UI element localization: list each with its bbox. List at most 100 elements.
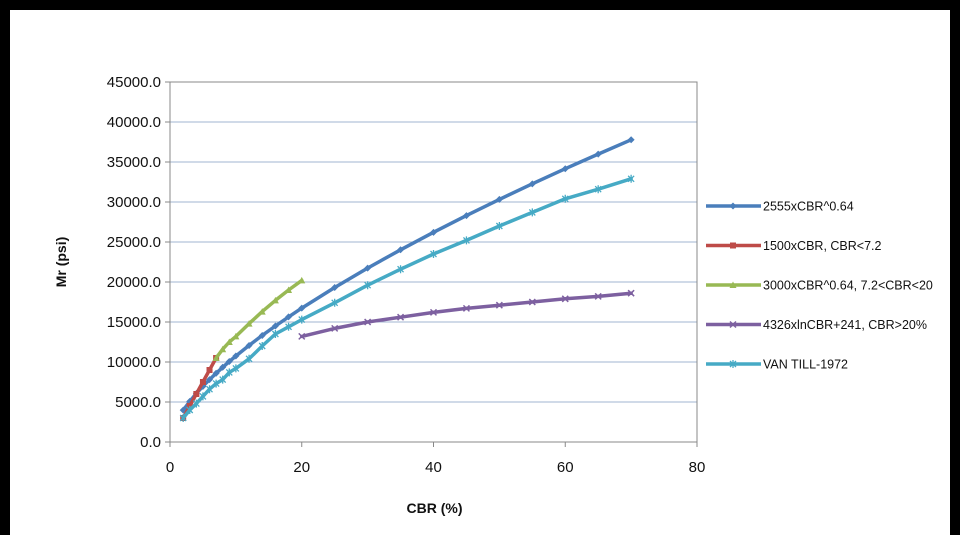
data-point bbox=[285, 322, 293, 331]
legend-item: 2555xCBR^0.64 bbox=[706, 200, 854, 214]
data-point bbox=[594, 292, 602, 300]
data-point bbox=[430, 228, 437, 236]
legend-item: 1500xCBR, CBR<7.2 bbox=[706, 239, 882, 253]
data-point bbox=[206, 367, 213, 373]
data-point bbox=[258, 308, 266, 315]
data-point bbox=[397, 265, 405, 274]
y-tick-label: 5000.0 bbox=[115, 394, 161, 411]
data-point bbox=[206, 376, 214, 384]
legend-label: 4326xlnCBR+241, CBR>20% bbox=[763, 318, 927, 332]
data-point bbox=[258, 342, 266, 350]
series-line bbox=[300, 291, 633, 339]
data-point bbox=[561, 165, 569, 173]
data-point bbox=[206, 385, 213, 394]
data-point bbox=[298, 276, 306, 284]
legend-label: 1500xCBR, CBR<7.2 bbox=[763, 239, 882, 253]
legend-item: VAN TILL-1972 bbox=[706, 358, 848, 372]
data-point bbox=[729, 320, 737, 329]
data-point bbox=[627, 289, 635, 297]
data-point bbox=[219, 363, 227, 371]
series-5 bbox=[179, 174, 635, 422]
data-point bbox=[271, 296, 279, 304]
data-point bbox=[212, 369, 220, 377]
data-point bbox=[186, 406, 194, 414]
data-point bbox=[627, 136, 635, 144]
data-point bbox=[331, 324, 339, 332]
data-point bbox=[245, 320, 253, 327]
data-point bbox=[364, 264, 372, 272]
data-point bbox=[225, 338, 233, 345]
y-tick-label: 25000.0 bbox=[107, 234, 161, 251]
grid-lines bbox=[170, 81, 697, 403]
data-point bbox=[528, 298, 536, 306]
data-point bbox=[594, 185, 602, 194]
axis-ticks: 0.0 5000.0 10000.0 15000.0 20000.0 25000.0 300… bbox=[107, 74, 706, 476]
data-point bbox=[232, 352, 240, 360]
data-point bbox=[192, 399, 200, 408]
data-point bbox=[627, 174, 635, 183]
data-point bbox=[193, 391, 200, 397]
data-point bbox=[232, 332, 240, 340]
x-axis-title: CBR (%) bbox=[407, 500, 463, 516]
data-point bbox=[495, 301, 503, 309]
y-axis-title: Mr (psi) bbox=[53, 237, 69, 288]
series-4 bbox=[298, 289, 635, 340]
series-3 bbox=[212, 276, 306, 361]
data-point bbox=[258, 331, 266, 339]
data-point bbox=[219, 375, 227, 384]
y-tick-label: 40000.0 bbox=[107, 114, 161, 131]
data-point bbox=[331, 284, 339, 292]
y-tick-label: 15000.0 bbox=[107, 314, 161, 331]
data-point bbox=[528, 180, 536, 188]
series-lines bbox=[179, 136, 635, 422]
data-point bbox=[245, 341, 253, 349]
data-point bbox=[219, 345, 227, 353]
series-1 bbox=[179, 136, 635, 414]
data-point bbox=[462, 236, 470, 245]
data-point bbox=[199, 392, 207, 401]
x-tick-label: 80 bbox=[689, 459, 706, 476]
data-point bbox=[298, 315, 306, 324]
plot-area-border bbox=[169, 81, 698, 443]
data-point bbox=[528, 208, 536, 217]
y-tick-label: 20000.0 bbox=[107, 274, 161, 291]
data-point bbox=[462, 304, 470, 312]
data-point bbox=[430, 250, 437, 258]
y-tick-label: 30000.0 bbox=[107, 194, 161, 211]
data-point bbox=[364, 318, 372, 326]
x-tick-label: 0 bbox=[166, 459, 174, 476]
data-point bbox=[397, 246, 405, 254]
data-point bbox=[225, 368, 233, 377]
data-point bbox=[298, 332, 306, 340]
data-point bbox=[212, 379, 220, 388]
x-tick-label: 40 bbox=[425, 459, 442, 476]
data-point bbox=[561, 295, 569, 303]
data-point bbox=[271, 330, 279, 338]
data-point bbox=[561, 194, 569, 203]
data-point bbox=[245, 354, 253, 363]
data-point bbox=[285, 286, 293, 293]
data-point bbox=[364, 281, 372, 290]
legend-label: VAN TILL-1972 bbox=[763, 358, 848, 372]
legend-item: 4326xlnCBR+241, CBR>20% bbox=[706, 318, 927, 332]
data-point bbox=[271, 322, 279, 330]
data-point bbox=[298, 304, 306, 312]
data-point bbox=[594, 150, 602, 158]
legend-item: 3000xCBR^0.64, 7.2<CBR<20 bbox=[706, 279, 933, 293]
data-point bbox=[199, 379, 206, 385]
x-tick-label: 20 bbox=[293, 459, 310, 476]
legend-label: 3000xCBR^0.64, 7.2<CBR<20 bbox=[763, 279, 933, 293]
series-line bbox=[181, 138, 633, 412]
y-tick-label: 35000.0 bbox=[107, 154, 161, 171]
y-tick-label: 10000.0 bbox=[107, 354, 161, 371]
data-point bbox=[212, 354, 220, 361]
data-point bbox=[225, 358, 233, 366]
y-tick-label: 0.0 bbox=[140, 434, 161, 451]
data-point bbox=[495, 222, 503, 230]
data-point bbox=[729, 281, 737, 288]
data-point bbox=[232, 364, 240, 373]
chart-panel bbox=[10, 10, 950, 535]
legend: 2555xCBR^0.64 1500xCBR, CBR<7.2 3000xCBR^0… bbox=[706, 200, 933, 372]
